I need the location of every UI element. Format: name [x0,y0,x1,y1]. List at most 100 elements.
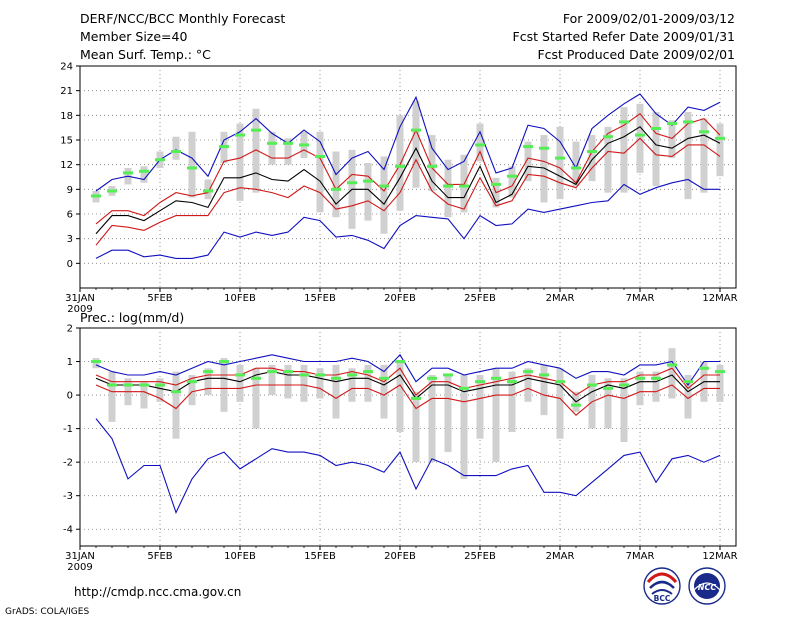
ensemble-box [620,107,628,193]
y-tick-label: 1 [67,357,73,368]
x-tick-label: 12MAR [702,293,737,304]
series-line-lower-quartile [95,384,720,416]
ensemble-box [236,364,244,402]
y-tick-label: 12 [60,160,73,171]
forecast-produced: Fcst Produced Date 2009/02/01 [537,47,735,62]
x-tick-label: 7MAR [626,293,655,304]
ensemble-box [508,166,516,198]
plot-frame [79,65,737,289]
x-tick-label: 10FEB [224,551,256,562]
ensemble-box [396,361,404,432]
y-tick-label: 24 [60,62,73,73]
ensemble-box [364,163,372,221]
x-tick-label: 2MAR [546,293,575,304]
bcc-logo-text: BCC [654,594,671,603]
ensemble-box [172,136,180,160]
ensemble-box [188,131,196,198]
ensemble-box [620,378,628,443]
variable-label-bottom: Prec.: log(mm/d) [80,310,184,325]
series-line-max [95,93,721,192]
ensemble-box [476,123,484,162]
ensemble-box [396,115,404,211]
x-tick-label: 20FEB [384,551,416,562]
y-tick-label: -1 [63,424,73,435]
grads-credit: GrADS: COLA/IGES [5,607,89,617]
ensemble-box [332,151,340,218]
plot-frame [79,327,737,547]
series-line-min [95,178,720,259]
ensemble-box [332,364,340,419]
x-tick-label: 15FEB [304,293,336,304]
y-tick-label: 15 [60,136,73,147]
ensemble-box [220,358,228,412]
y-tick-label: 18 [60,111,73,122]
ensemble-box [300,364,308,402]
ensemble-box [492,368,500,463]
ensemble-box [380,364,388,419]
ensemble-box [172,371,180,439]
y-tick-label: 0 [67,391,73,402]
ensemble-box [156,378,164,402]
x-tick-year: 2009 [67,562,92,573]
ensemble-box [204,368,212,396]
ncc-logo: NCC [688,567,726,605]
ensemble-box [652,112,660,187]
member-size: Member Size=40 [80,29,187,44]
forecast-period: For 2009/02/01-2009/03/12 [563,11,735,26]
ensemble-box [348,368,356,402]
x-tick-label: 25FEB [464,551,496,562]
ensemble-box [476,374,484,439]
y-tick-label: -3 [63,491,73,502]
series-line-lower-quartile [95,137,721,246]
series-line-mean [95,126,721,235]
ensemble-box [700,118,708,193]
ensemble-box [572,141,580,187]
ensemble-box [108,371,116,422]
ensemble-box [92,358,100,369]
ensemble-box [460,374,468,479]
ensemble-box [556,368,564,439]
x-tick-label: 31JAN [65,551,95,562]
x-tick-label: 20FEB [384,293,416,304]
ensemble-box [524,141,532,182]
ensemble-box [316,131,324,213]
ensemble-box [524,368,532,402]
x-tick-label: 10FEB [224,293,256,304]
x-tick-label: 25FEB [464,293,496,304]
forecast-started: Fcst Started Refer Date 2009/01/31 [513,29,736,44]
ensemble-box [668,120,676,159]
x-tick-label: 12MAR [702,551,737,562]
x-tick-label: 5FEB [147,551,172,562]
ensemble-box [412,100,420,188]
ensemble-box [428,374,436,463]
series-line-max [95,353,720,386]
ensemble-box [588,135,596,182]
ensemble-box [268,131,276,165]
x-tick-label: 31JAN [65,293,95,304]
ensemble-box [444,374,452,453]
ensemble-box [428,135,436,191]
x-tick-year: 2009 [67,304,92,315]
series-line-upper-quartile [95,367,720,396]
ensemble-box [508,371,516,432]
variable-label-top: Mean Surf. Temp.: °C [80,47,211,62]
ensemble-box [268,364,276,396]
ensemble-box [684,112,692,200]
chart-title: DERF/NCC/BCC Monthly Forecast [80,11,285,26]
ensemble-box [604,378,612,429]
ensemble-box [716,123,724,177]
ensemble-box [668,348,676,399]
source-url[interactable]: http://cmdp.ncc.cma.gov.cn [74,585,241,599]
ensemble-box [684,374,692,419]
ensemble-box [236,123,244,201]
ensemble-box [252,368,260,429]
ensemble-box [604,126,612,193]
x-tick-label: 2MAR [546,551,575,562]
series-line-min [95,418,721,514]
ensemble-box [364,364,372,402]
ensemble-box [412,391,420,463]
y-tick-label: -4 [63,525,73,536]
series-line-upper-quartile [95,112,721,225]
x-tick-label: 5FEB [147,293,172,304]
